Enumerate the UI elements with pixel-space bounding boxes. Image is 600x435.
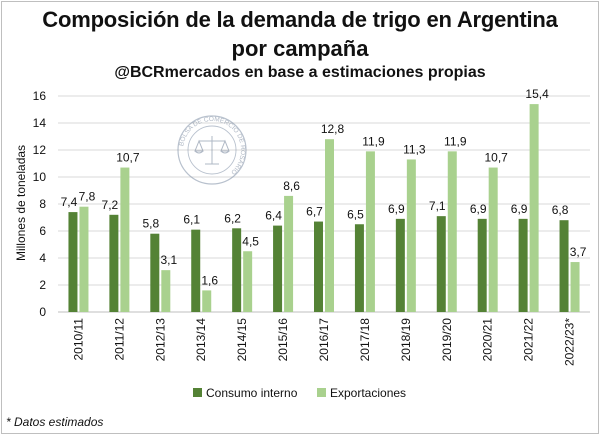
x-tick-label: 2015/16	[276, 318, 290, 362]
value-label-consumo: 6,5	[347, 207, 364, 221]
value-label-exportaciones: 11,9	[362, 134, 385, 148]
bar-consumo-interno	[477, 218, 487, 312]
x-tick-label: 2016/17	[317, 318, 331, 362]
y-tick-label: 2	[39, 278, 46, 292]
bar-consumo-interno	[436, 216, 446, 312]
chart-title-line2: por campaña	[231, 36, 369, 61]
value-label-exportaciones: 3,1	[160, 253, 177, 267]
y-axis: 0 2 4 6 8 10 12 14 16	[33, 89, 47, 319]
bar-exportaciones	[79, 206, 89, 312]
value-label-exportaciones: 1,6	[201, 273, 218, 287]
bar-consumo-interno	[518, 218, 528, 312]
chart-title: Composición de la demanda de trigo en Ar…	[42, 7, 558, 32]
x-tick-label: 2010/11	[71, 318, 85, 361]
x-tick-label: 2019/20	[440, 318, 454, 362]
y-tick-label: 6	[39, 224, 46, 238]
bar-exportaciones	[120, 167, 130, 312]
value-label-consumo: 6,8	[552, 203, 569, 217]
scales-of-justice-icon	[194, 136, 230, 165]
value-label-exportaciones: 15,4	[525, 87, 549, 101]
value-label-consumo: 6,9	[388, 202, 405, 216]
bars	[68, 104, 580, 312]
x-tick-label: 2013/14	[194, 318, 208, 362]
value-label-consumo: 7,1	[429, 199, 446, 213]
bar-exportaciones	[570, 262, 580, 312]
legend-exportaciones-swatch	[317, 388, 326, 397]
x-tick-label: 2021/22	[522, 318, 536, 362]
bar-exportaciones	[406, 159, 416, 312]
x-tick-label: 2018/19	[399, 318, 413, 362]
value-labels: 7,4 7,8 7,2 10,7 5,8 3,1 6,1 1,6 6,24,5 6,4 8,6 6,7…	[61, 87, 587, 287]
value-label-consumo: 6,9	[470, 202, 487, 216]
footnote: * Datos estimados	[6, 415, 104, 429]
value-label-exportaciones: 4,5	[242, 234, 259, 248]
y-tick-label: 12	[33, 143, 47, 157]
bar-exportaciones	[529, 104, 539, 312]
x-tick-label: 2017/18	[358, 318, 372, 362]
value-label-exportaciones: 8,6	[283, 179, 300, 193]
bar-consumo-interno	[314, 221, 323, 312]
bar-consumo-interno	[354, 224, 364, 312]
value-label-consumo: 6,2	[224, 211, 241, 225]
legend-consumo-interno-swatch	[193, 388, 202, 397]
bar-consumo-interno	[109, 214, 119, 312]
value-label-consumo: 5,8	[142, 217, 159, 231]
value-label-consumo: 6,4	[265, 209, 282, 223]
value-label-exportaciones: 7,8	[79, 190, 96, 204]
bar-exportaciones	[202, 290, 212, 312]
value-label-consumo: 6,9	[511, 202, 528, 216]
x-axis: 2010/11 2011/12 2012/13 2013/14 2014/15 2015/…	[71, 318, 576, 366]
value-label-exportaciones: 11,3	[403, 142, 426, 156]
bar-exportaciones	[243, 251, 253, 312]
legend-exportaciones-label: Exportaciones	[330, 386, 406, 400]
bar-consumo-interno	[191, 229, 201, 312]
bar-exportaciones	[447, 151, 457, 312]
bar-exportaciones	[365, 151, 375, 312]
y-tick-label: 0	[39, 305, 46, 319]
value-label-exportaciones: 11,9	[444, 134, 467, 148]
x-tick-label: 2012/13	[153, 318, 167, 362]
chart-subtitle: @BCRmercados en base a estimaciones prop…	[114, 64, 486, 81]
x-tick-label: 2014/15	[235, 318, 249, 362]
value-label-consumo: 7,2	[102, 198, 119, 212]
value-label-exportaciones: 3,7	[570, 245, 587, 259]
y-tick-label: 4	[39, 251, 46, 265]
value-label-consumo: 7,4	[61, 195, 78, 209]
bar-consumo-interno	[150, 233, 160, 312]
gridlines	[58, 95, 590, 313]
y-tick-label: 10	[33, 170, 47, 184]
bar-exportaciones	[488, 167, 498, 312]
x-tick-label: 2011/12	[112, 318, 126, 361]
y-axis-label: Millones de toneladas	[14, 145, 28, 261]
y-tick-label: 14	[33, 116, 47, 130]
y-tick-label: 16	[33, 89, 47, 103]
y-tick-label: 8	[39, 197, 46, 211]
legend-consumo-interno-label: Consumo interno	[206, 386, 298, 400]
value-label-exportaciones: 12,8	[321, 122, 345, 136]
bar-consumo-interno	[68, 212, 78, 312]
bar-exportaciones	[325, 139, 334, 312]
x-tick-label: 2020/21	[481, 318, 495, 362]
bar-consumo-interno	[395, 218, 405, 312]
value-label-exportaciones: 10,7	[116, 151, 140, 165]
bar-consumo-interno	[559, 220, 569, 312]
bar-exportaciones	[284, 195, 294, 312]
x-tick-label: 2022/23*	[563, 318, 577, 366]
value-label-consumo: 6,1	[183, 213, 200, 227]
value-label-exportaciones: 10,7	[485, 151, 509, 165]
bar-consumo-interno	[232, 228, 242, 312]
bcr-watermark-logo: BOLSA DE COMERCIO DE ROSARIO	[177, 115, 247, 185]
bar-exportaciones	[161, 270, 171, 312]
legend: Consumo interno Exportaciones	[193, 386, 406, 400]
value-label-consumo: 6,7	[306, 205, 323, 219]
bar-consumo-interno	[273, 225, 283, 312]
